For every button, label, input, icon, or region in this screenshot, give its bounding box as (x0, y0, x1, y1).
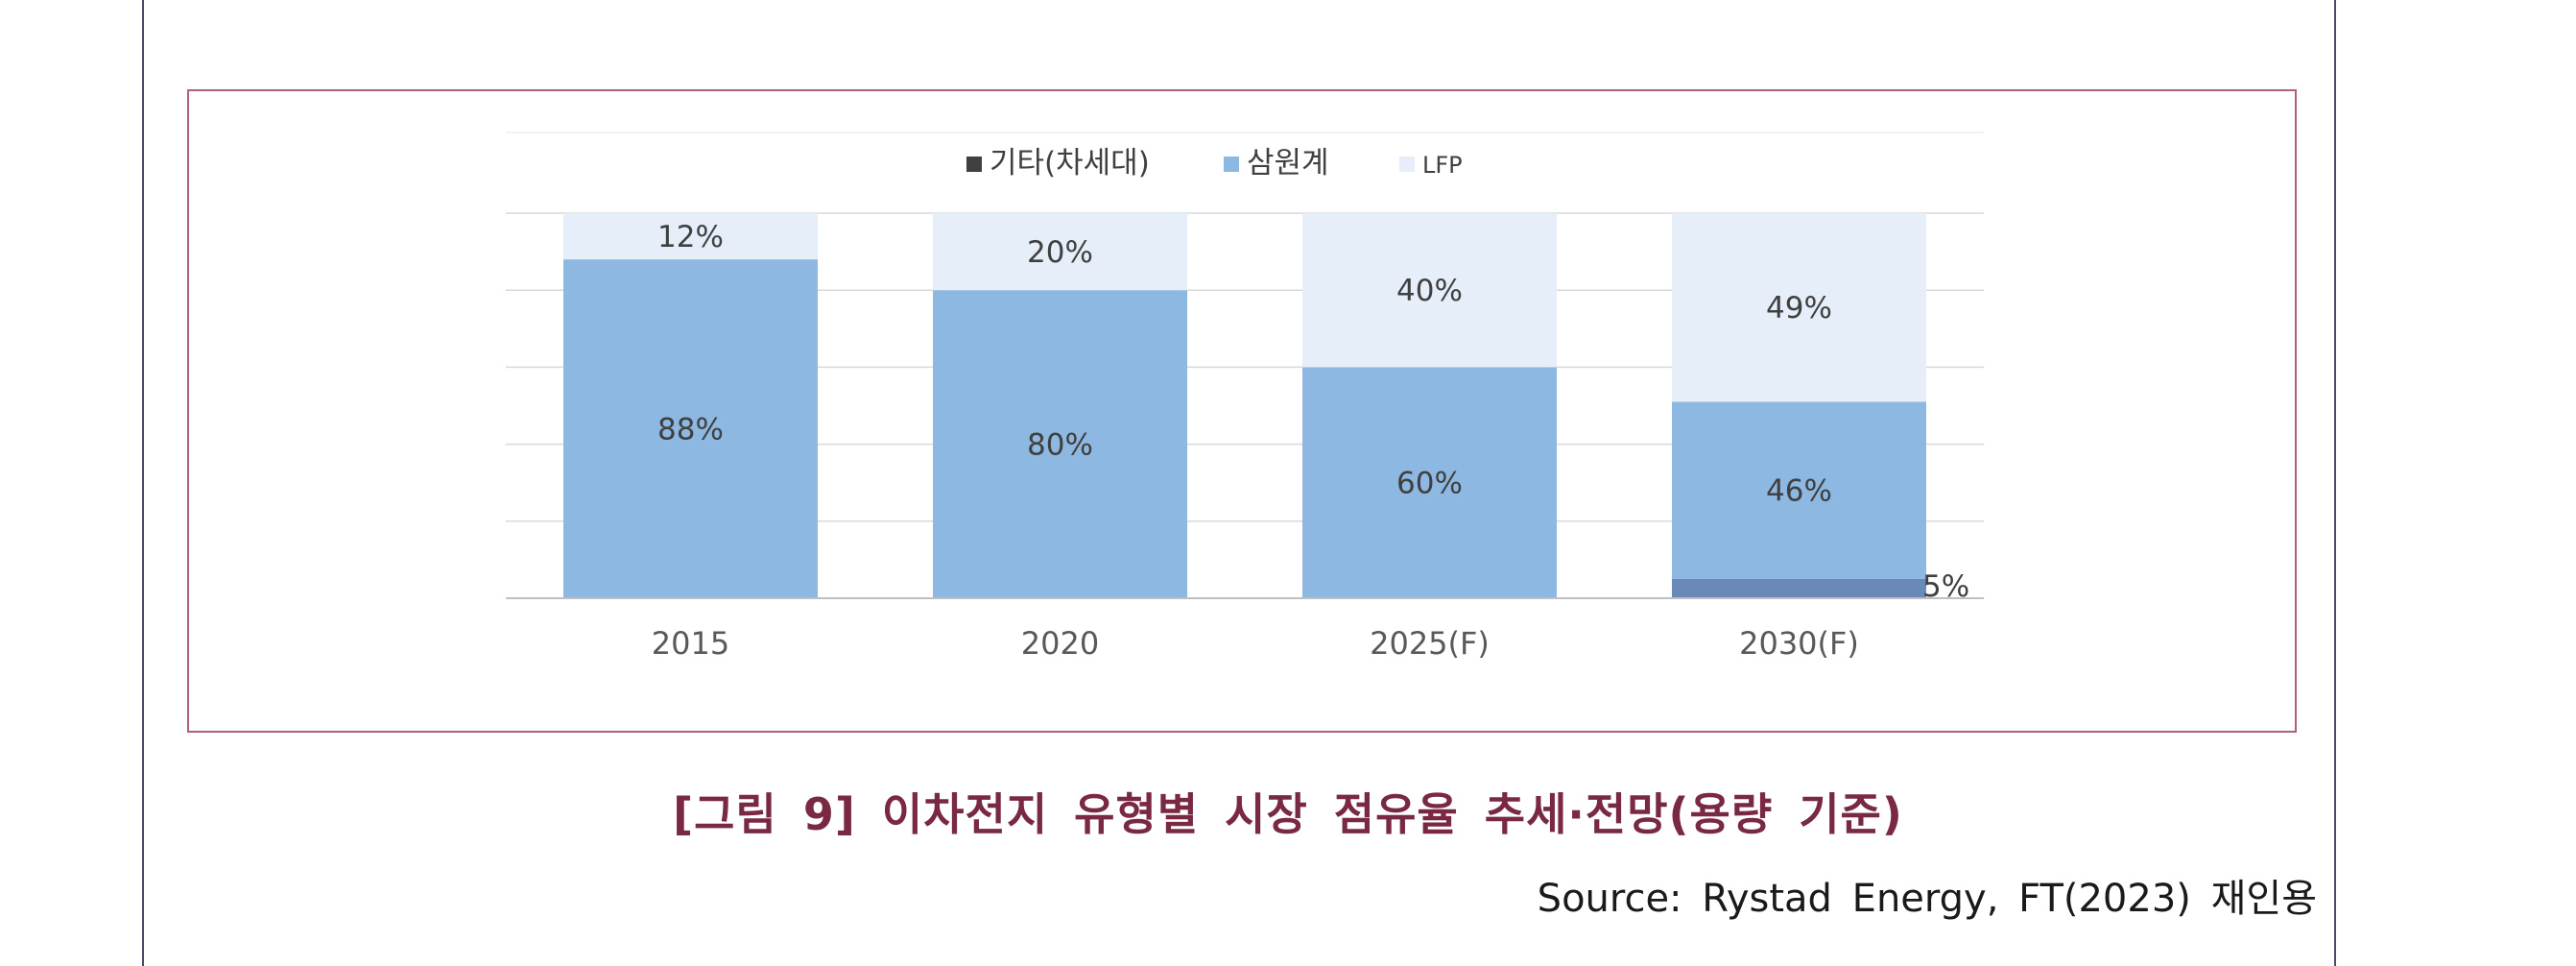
source-note: Source: Rystad Energy, FT(2023) 재인용 (1537, 877, 2317, 921)
bar-segment (933, 213, 1187, 291)
data-label: 40% (1396, 274, 1463, 308)
legend-marker (1224, 157, 1239, 172)
bar-segment (1672, 578, 1926, 598)
data-label: 60% (1396, 467, 1463, 501)
bar-segment (563, 213, 818, 260)
data-label: 12% (657, 220, 724, 254)
legend-label: 삼원계 (1247, 146, 1329, 181)
data-label: 88% (657, 413, 724, 447)
bar-segment (1302, 213, 1557, 368)
x-tick-label: 2015 (652, 625, 729, 662)
bar-segment (563, 259, 818, 598)
data-label: 49% (1766, 291, 1832, 326)
bar-segment (1672, 213, 1926, 402)
bar-segment (1672, 401, 1926, 579)
bar-segment (1302, 367, 1557, 598)
data-label: 46% (1766, 474, 1832, 509)
page-frame (142, 0, 2336, 966)
data-label: 80% (1027, 428, 1093, 463)
legend-marker (1399, 157, 1415, 172)
chart-frame: 88% 12% 2015 80% 20% 2020 60% 40% 2025(F) 5% 46% 49… (187, 89, 2297, 733)
figure-caption: [그림 9] 이차전지 유형별 시장 점유율 추세·전망(용량 기준) (673, 788, 1903, 840)
legend-label: LFP (1422, 152, 1463, 179)
legend-label: 기타(차세대) (990, 146, 1150, 181)
x-tick-label: 2030(F) (1739, 625, 1859, 662)
data-label: 20% (1027, 235, 1093, 270)
bar-segment (933, 290, 1187, 598)
x-tick-label: 2025(F) (1370, 625, 1490, 662)
stacked-bar-chart: 88%12%201580%20%202060%40%2025(F)5%46%49… (506, 132, 1984, 662)
legend-marker (966, 157, 982, 172)
x-tick-label: 2020 (1021, 625, 1099, 662)
